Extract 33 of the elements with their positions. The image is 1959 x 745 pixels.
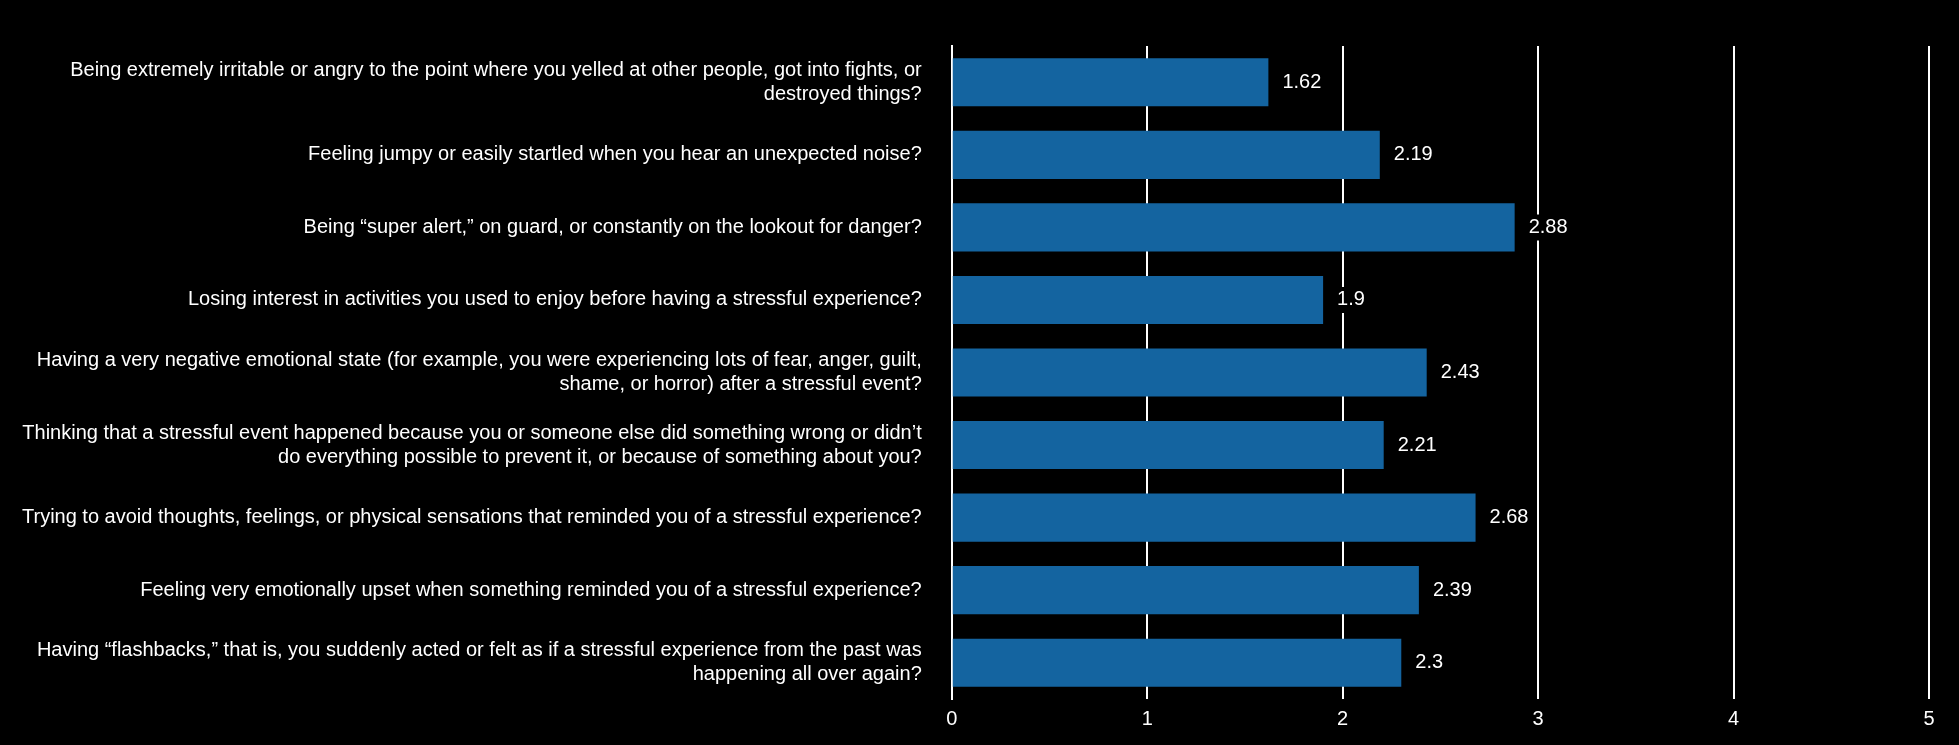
data-label: 1.62 xyxy=(1282,69,1322,92)
x-tick-label: 2 xyxy=(1337,706,1349,729)
y-tick-label: Being “super alert,” on guard, or constantly on the lookout for danger? xyxy=(303,214,922,237)
y-tick-label: Having a very negative emotional state (for example, you were experiencing lots of fear, anger, guilt, shame, or horror) after a stressful event? xyxy=(36,348,922,395)
data-label: 2.68 xyxy=(1489,505,1529,528)
y-tick-label: Being extremely irritable or angry to the point where you yelled at other people, got into fights, or destroyed things? xyxy=(70,57,923,104)
y-tick-label: Thinking that a stressful event happened because you or someone else did something wrong or didn’t do everything possible to prevent it, or because of something about you? xyxy=(22,420,923,467)
data-label: 2.3 xyxy=(1415,650,1444,673)
bar xyxy=(952,130,1380,179)
y-tick-label: Losing interest in activities you used to enjoy before having a stressful experience? xyxy=(187,287,922,310)
bar xyxy=(952,275,1324,324)
bar xyxy=(952,203,1515,252)
bar xyxy=(952,493,1476,542)
bar xyxy=(952,348,1427,397)
y-tick-label: Feeling jumpy or easily startled when you hear an unexpected noise? xyxy=(308,142,922,165)
bar xyxy=(952,638,1402,687)
data-label: 2.39 xyxy=(1432,577,1472,600)
x-tick-label: 4 xyxy=(1727,706,1740,729)
y-tick-label: Having “flashbacks,” that is, you suddenly acted or felt as if a stressful experience from the past was happening all over again? xyxy=(36,638,922,685)
data-label: 2.19 xyxy=(1393,142,1433,165)
bar xyxy=(952,58,1269,107)
x-tick-label: 3 xyxy=(1532,706,1544,729)
x-tick-label: 1 xyxy=(1141,706,1153,729)
y-tick-label: Feeling very emotionally upset when something reminded you of a stressful experience? xyxy=(140,577,922,600)
x-tick-label: 5 xyxy=(1923,706,1935,729)
x-tick-label: 0 xyxy=(946,706,958,729)
data-label: 2.21 xyxy=(1397,432,1437,455)
data-label: 2.43 xyxy=(1440,360,1480,383)
data-label: 2.88 xyxy=(1528,214,1568,237)
y-tick-label: Trying to avoid thoughts, feelings, or physical sensations that reminded you of a stressful experience? xyxy=(21,505,922,528)
bar xyxy=(952,566,1419,615)
bar xyxy=(952,421,1384,470)
data-label: 1.9 xyxy=(1337,287,1365,310)
